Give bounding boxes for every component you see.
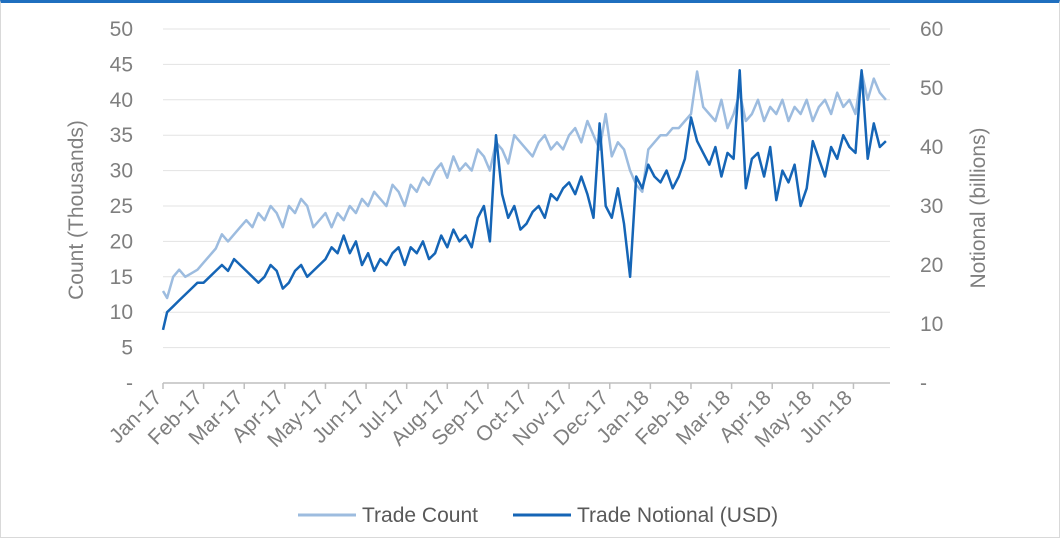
left-tick-label: 25: [110, 195, 133, 218]
left-tick-label: 5: [121, 337, 133, 360]
right-axis-title: Notional (billions): [967, 127, 990, 288]
left-axis-title: Count (Thousands): [65, 120, 88, 300]
left-tick-label: 50: [110, 18, 133, 41]
left-tick-label: 30: [110, 160, 133, 183]
legend-label-trade-count: Trade Count: [362, 504, 478, 527]
gridlines: [163, 28, 890, 349]
right-tick-label: 30: [920, 195, 943, 218]
legend: Trade Count Trade Notional (USD): [298, 504, 778, 527]
right-axis-ticks: - 10 20 30 40 50 60: [920, 18, 943, 395]
right-tick-label: -: [920, 372, 927, 395]
legend-label-trade-notional: Trade Notional (USD): [577, 504, 778, 527]
series-line-trade-notional: [161, 69, 887, 331]
series-layer: [161, 69, 887, 331]
left-tick-label: 15: [110, 266, 133, 289]
left-axis-ticks: - 5 10 15 20 25 30 35 40 45 50: [110, 18, 133, 395]
right-tick-label: 20: [920, 254, 943, 277]
left-tick-label: 40: [110, 89, 133, 112]
series-line-trade-count: [161, 70, 887, 300]
right-tick-label: 60: [920, 18, 943, 41]
left-tick-label: 20: [110, 230, 133, 253]
left-tick-label: 10: [110, 301, 133, 324]
x-axis: Jan-17Feb-17Mar-17Apr-17May-17Jun-17Jul-…: [105, 382, 890, 452]
right-tick-label: 40: [920, 136, 943, 159]
right-tick-label: 10: [920, 313, 943, 336]
left-tick-label: 35: [110, 124, 133, 147]
left-tick-label: -: [126, 372, 133, 395]
left-tick-label: 45: [110, 53, 133, 76]
right-tick-label: 50: [920, 77, 943, 100]
